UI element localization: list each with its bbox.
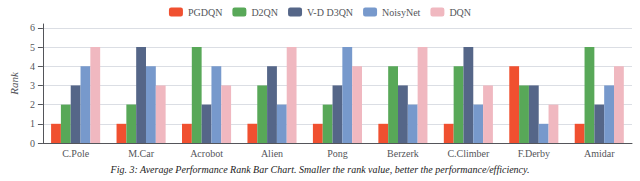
svg-text:Fig. 3: Average Performance Ra: Fig. 3: Average Performance Rank Bar Cha… <box>110 164 530 175</box>
svg-text:Alien: Alien <box>261 148 283 159</box>
svg-text:2: 2 <box>30 99 35 110</box>
svg-text:4: 4 <box>30 61 35 72</box>
svg-text:DQN: DQN <box>449 7 471 18</box>
svg-text:F.Derby: F.Derby <box>518 148 550 159</box>
svg-text:1: 1 <box>30 118 35 129</box>
svg-text:3: 3 <box>30 80 35 91</box>
svg-text:Berzerk: Berzerk <box>387 148 419 159</box>
svg-text:0: 0 <box>30 138 35 149</box>
svg-text:C.Pole: C.Pole <box>62 148 90 159</box>
svg-text:Pong: Pong <box>327 148 348 159</box>
svg-text:Acrobot: Acrobot <box>190 148 223 159</box>
svg-text:D2QN: D2QN <box>251 7 278 18</box>
svg-text:Amidar: Amidar <box>584 148 615 159</box>
svg-text:M.Car: M.Car <box>128 148 155 159</box>
svg-text:Rank: Rank <box>8 71 20 96</box>
svg-text:V-D D3QN: V-D D3QN <box>307 7 353 18</box>
svg-text:C.Climber: C.Climber <box>447 148 490 159</box>
svg-text:PGDQN: PGDQN <box>188 7 222 18</box>
svg-text:5: 5 <box>30 42 35 53</box>
svg-text:6: 6 <box>30 22 35 33</box>
svg-text:NoisyNet: NoisyNet <box>382 7 421 18</box>
